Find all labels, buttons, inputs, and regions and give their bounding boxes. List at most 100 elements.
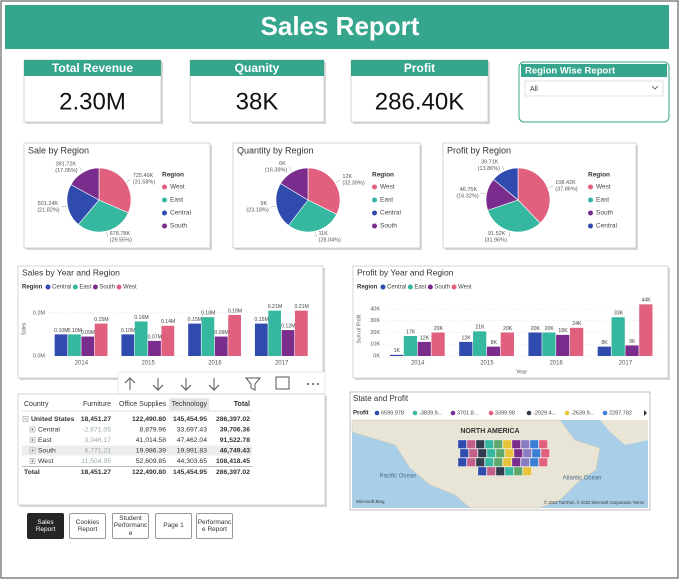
table-cell: 286,397.02 [216, 416, 250, 423]
bar [294, 310, 308, 356]
map-legend-title: Profit [353, 411, 369, 417]
kpi-value: 286.40K [375, 88, 464, 115]
state-region [511, 457, 521, 467]
map-continent-label: NORTH AMERICA [460, 428, 519, 435]
x-tick-label: 2015 [480, 361, 494, 367]
leader-line [106, 232, 108, 238]
y-tick-label: 0K [373, 353, 380, 359]
state-region [502, 457, 512, 467]
map-legend-label: -3839.9... [419, 410, 443, 416]
legend-label: West [596, 184, 611, 191]
bar-value-label: 0.16M [134, 315, 148, 321]
bar-value-label: 20K [503, 326, 513, 332]
bar-value-label: 1K [394, 348, 401, 354]
x-tick-label: 2016 [549, 361, 563, 367]
bar [228, 314, 241, 356]
pie-label: 46.75K (16.32%) [456, 187, 478, 200]
leader-line [315, 232, 317, 238]
nav-button[interactable]: Performance Report [196, 513, 233, 539]
x-tick-label: 2014 [75, 361, 89, 367]
y-axis-label: Sales [21, 322, 27, 335]
kpi-label: Total Revenue [52, 61, 133, 75]
map-legend-swatch [450, 410, 456, 416]
state-region [459, 448, 469, 458]
table-cell: 6,771.21 [85, 447, 112, 454]
map-legend-swatch [488, 410, 494, 416]
table-cell: 145,454.95 [173, 416, 207, 423]
bar [528, 332, 542, 356]
state-region [513, 466, 523, 476]
state-region [502, 439, 512, 449]
pie-label: 108.42K (37.86%) [555, 180, 577, 193]
y-tick-label: 20K [370, 330, 380, 336]
state-region [475, 457, 485, 467]
y-axis-label: Sum of Profit [356, 314, 362, 344]
slicer-title: Region Wise Report [525, 66, 616, 77]
state-region [531, 448, 541, 458]
pie-slice [70, 167, 100, 201]
bar-value-label: 0.21M [294, 304, 308, 310]
leader-line [548, 185, 554, 188]
more-dot [307, 383, 309, 385]
bar-value-label: 0.09M [214, 330, 228, 336]
legend-label: East [380, 197, 393, 204]
legend-label: Central [170, 210, 192, 217]
table-cell: 52,609.85 [136, 458, 166, 465]
map-legend-swatch [374, 410, 380, 416]
slicer-dropdown [524, 80, 664, 97]
legend-title: Region [162, 172, 184, 179]
legend-label: Central [596, 223, 618, 230]
y-tick-label: 0.0M [33, 353, 46, 359]
table-cell: Total [24, 469, 40, 476]
map-title: State and Profit [353, 394, 409, 403]
state-region [520, 457, 530, 467]
pie-label: 12K (32.39%) [342, 174, 364, 187]
table-cell: 44,303.65 [177, 458, 207, 465]
header-title: Sales Report [261, 11, 420, 41]
bar-value-label: 0.15M [254, 317, 268, 323]
legend-label: South [380, 223, 397, 230]
y-tick-label: 30K [370, 318, 380, 324]
table-cell: -2,871.05 [82, 426, 111, 433]
bar [281, 330, 295, 356]
nav-button[interactable]: Cookies Report [69, 513, 106, 539]
state-region [504, 448, 514, 458]
kpi-label: Profit [404, 61, 435, 75]
bar [611, 317, 625, 356]
map-legend-swatch [526, 410, 532, 416]
nav-button[interactable]: Sales Report [27, 513, 64, 539]
bar-value-label: 0.07M [148, 334, 162, 340]
table-cell: 286,397.02 [216, 469, 250, 476]
bar-value-label: 0.15M [94, 317, 108, 323]
bar-value-label: 44K [642, 298, 652, 304]
table-cell: United States [31, 416, 75, 423]
nav-button[interactable]: Page 1 [155, 513, 192, 539]
bar [214, 336, 228, 356]
slicer-selection[interactable]: All [530, 86, 538, 93]
legend-title: Region [372, 172, 394, 179]
legend-swatch [162, 223, 167, 229]
pie-slice [77, 199, 129, 233]
state-region [466, 457, 476, 467]
bar [389, 354, 404, 356]
state-region [504, 466, 514, 476]
map-legend-swatch [564, 410, 570, 416]
state-region [522, 448, 532, 458]
slicer-header [521, 64, 667, 77]
bar [403, 336, 418, 356]
bar [473, 331, 487, 356]
y-tick-label: 10K [370, 342, 380, 348]
nav-button[interactable]: Student Performance [112, 513, 149, 539]
leader-line [270, 205, 276, 208]
state-region [477, 466, 487, 476]
map-legend-label: 3399.98 [495, 410, 515, 416]
bar-value-label: 0.10M [54, 328, 68, 334]
chart-title: Sale by Region [28, 145, 89, 155]
legend-label: South [99, 285, 115, 291]
state-region [486, 466, 496, 476]
table-cell: 3,046.17 [85, 437, 112, 444]
header-bar [5, 5, 669, 49]
chart-title: Profit by Region [447, 145, 511, 155]
table-cell: East [38, 437, 52, 444]
